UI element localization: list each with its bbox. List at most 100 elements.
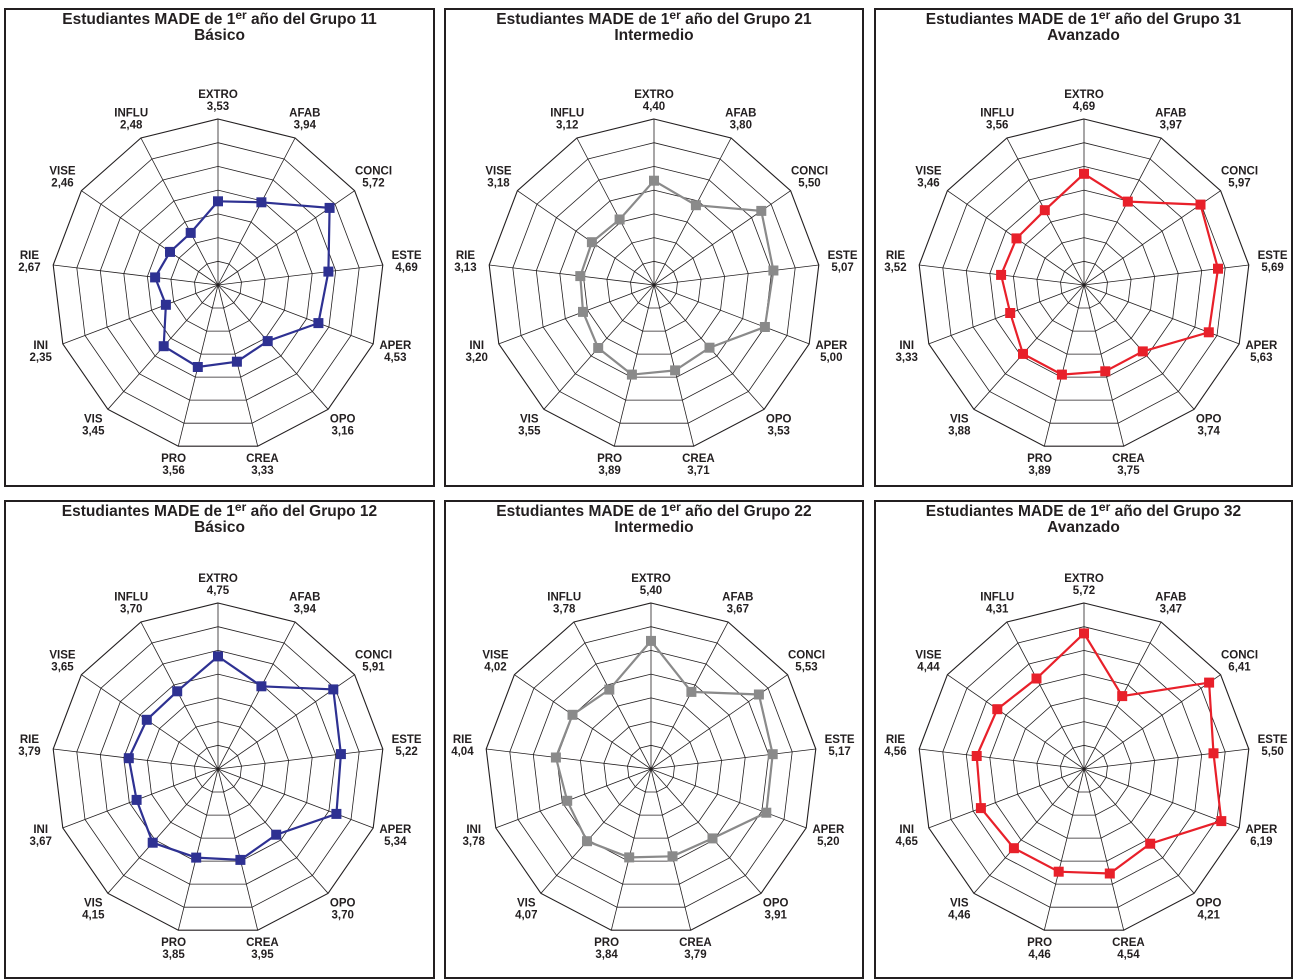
data-label: 3,65 bbox=[51, 662, 74, 674]
data-label: 3,33 bbox=[251, 465, 273, 477]
data-label: 5,69 bbox=[1261, 262, 1283, 274]
grid-ring bbox=[989, 673, 1179, 862]
data-point bbox=[1216, 816, 1227, 827]
grid-ring bbox=[627, 744, 675, 793]
chart-title: Estudiantes MADE de 1er año del Grupo 12… bbox=[6, 500, 433, 536]
grid-spoke bbox=[973, 284, 1085, 410]
grid-spoke bbox=[140, 137, 219, 286]
axis-label: VISE bbox=[49, 650, 76, 662]
data-label: 3,71 bbox=[687, 465, 710, 477]
data-point bbox=[1122, 196, 1133, 207]
grid-spoke bbox=[1043, 284, 1085, 447]
data-point bbox=[1145, 838, 1156, 849]
chart-subtitle: Avanzado bbox=[1047, 27, 1120, 44]
data-label: 5,17 bbox=[828, 746, 850, 758]
data-point bbox=[759, 322, 770, 332]
data-point bbox=[1005, 308, 1016, 318]
data-label: 2,48 bbox=[120, 120, 143, 132]
axis-label: INI bbox=[899, 340, 914, 352]
data-point bbox=[649, 175, 659, 186]
data-point bbox=[1208, 748, 1219, 759]
axis-label: CONCI bbox=[791, 166, 828, 178]
axis-label: PRO bbox=[1027, 453, 1052, 465]
data-label: 4,44 bbox=[917, 662, 940, 674]
data-point bbox=[1039, 205, 1050, 216]
axis-label: EXTRO bbox=[1064, 89, 1104, 101]
axis-label: ESTE bbox=[392, 250, 422, 262]
data-point bbox=[1213, 263, 1223, 274]
data-point bbox=[578, 306, 588, 317]
data-label: 4,07 bbox=[515, 910, 537, 922]
data-label: 3,55 bbox=[518, 426, 541, 438]
data-label: 5,63 bbox=[1250, 352, 1272, 364]
data-label: 3,84 bbox=[595, 949, 618, 961]
grid-ring bbox=[52, 118, 384, 447]
data-point bbox=[160, 299, 171, 310]
data-label: 2,46 bbox=[51, 178, 73, 190]
chart-title: Estudiantes MADE de 1er año del Grupo 31… bbox=[876, 8, 1291, 44]
data-label: 5,53 bbox=[795, 662, 817, 674]
axis-label: RIE bbox=[453, 734, 473, 746]
grid-ring bbox=[965, 165, 1203, 401]
data-label: 3,53 bbox=[768, 426, 790, 438]
data-label: 3,79 bbox=[18, 746, 40, 758]
grid-ring bbox=[918, 602, 1250, 931]
data-point bbox=[593, 343, 604, 353]
axis-label: CONCI bbox=[1221, 650, 1258, 662]
axis-label: INI bbox=[33, 824, 48, 836]
grid-ring bbox=[532, 649, 770, 885]
grid-spoke bbox=[489, 264, 655, 286]
data-label: 4,02 bbox=[484, 662, 506, 674]
data-label: 4,69 bbox=[1073, 101, 1095, 113]
radar-panel-grupo-21: Estudiantes MADE de 1er año del Grupo 21… bbox=[444, 8, 864, 487]
grid-spoke bbox=[217, 768, 259, 931]
data-point bbox=[1117, 691, 1128, 702]
data-label: 4,46 bbox=[1028, 949, 1050, 961]
axis-label: CREA bbox=[1112, 937, 1145, 949]
data-point bbox=[614, 214, 625, 225]
grid-ring bbox=[535, 165, 773, 401]
axis-label: INFLU bbox=[980, 592, 1014, 604]
data-label: 3,75 bbox=[1117, 465, 1140, 477]
data-point bbox=[767, 749, 778, 760]
grid-ring bbox=[76, 142, 360, 424]
data-label: 2,67 bbox=[18, 262, 40, 274]
data-point bbox=[185, 227, 196, 238]
data-label: 3,67 bbox=[727, 604, 749, 616]
data-point bbox=[575, 271, 586, 282]
radar-panel-grupo-12: Estudiantes MADE de 1er año del Grupo 12… bbox=[4, 500, 435, 979]
grid-ring bbox=[965, 649, 1203, 885]
axis-label: RIE bbox=[20, 734, 40, 746]
axis-label: EXTRO bbox=[198, 573, 238, 585]
data-label: 3,88 bbox=[948, 426, 971, 438]
grid-spoke bbox=[653, 264, 819, 286]
axis-label: OPO bbox=[1196, 898, 1222, 910]
data-label: 3,89 bbox=[598, 465, 620, 477]
axis-label: VIS bbox=[950, 898, 969, 910]
data-point bbox=[586, 237, 597, 248]
data-point bbox=[1100, 366, 1111, 377]
grid-spoke bbox=[53, 748, 219, 770]
axis-label: VIS bbox=[84, 414, 103, 426]
grid-ring bbox=[52, 602, 384, 931]
axis-label: VIS bbox=[517, 898, 536, 910]
data-point bbox=[704, 342, 715, 353]
chart-subtitle: Intermedio bbox=[614, 27, 694, 44]
axis-label: VIS bbox=[950, 414, 969, 426]
data-point bbox=[626, 369, 637, 380]
axis-label: APER bbox=[379, 340, 412, 352]
axis-label: AFAB bbox=[289, 592, 320, 604]
data-point bbox=[158, 341, 169, 352]
grid-ring bbox=[512, 142, 796, 424]
grid-spoke bbox=[217, 264, 383, 286]
grid-spoke bbox=[1083, 768, 1195, 894]
chart-subtitle: Básico bbox=[194, 519, 245, 536]
data-label: 5,50 bbox=[798, 178, 820, 190]
grid-spoke bbox=[540, 768, 652, 894]
data-label: 6,19 bbox=[1250, 836, 1272, 848]
data-label: 5,22 bbox=[395, 746, 417, 758]
data-label: 3,18 bbox=[487, 178, 510, 190]
